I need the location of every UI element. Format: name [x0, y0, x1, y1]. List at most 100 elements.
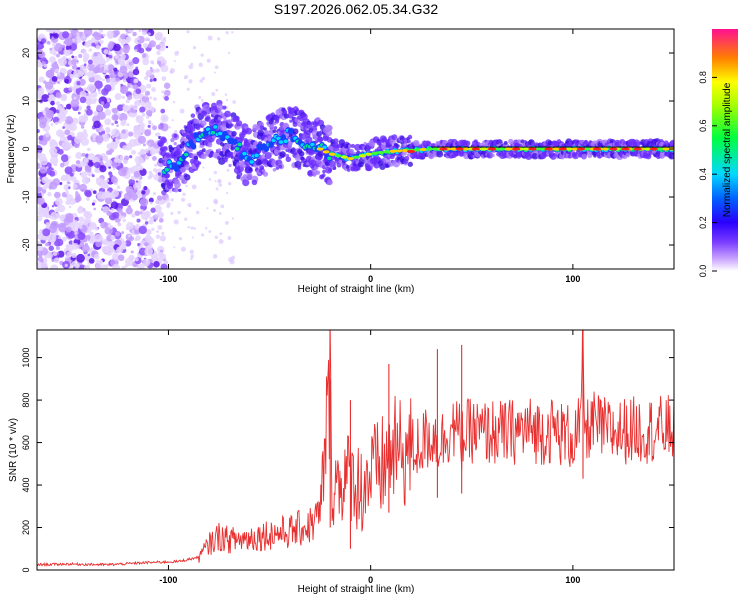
noise-speck: [38, 153, 47, 162]
noise-speck: [87, 161, 94, 167]
spectrogram-ytick-label: 0: [21, 146, 31, 151]
noise-speck: [136, 218, 141, 223]
ridge-core-blob: [231, 138, 238, 145]
noise-speck: [101, 88, 109, 96]
noise-speck: [149, 78, 153, 83]
noise-speck: [161, 38, 167, 44]
ridge-hot-blob: [395, 149, 403, 153]
noise-speck: [153, 77, 157, 82]
colorbar-tick-label: 0.4: [698, 168, 708, 181]
noise-speck: [213, 71, 217, 74]
noise-speck: [184, 74, 189, 79]
noise-speck: [137, 135, 147, 144]
ridge-envelope-blob: [223, 117, 227, 122]
ridge-core-blob: [278, 140, 284, 144]
noise-speck: [132, 31, 137, 37]
ridge-hot-blob: [462, 147, 470, 151]
noise-speck: [105, 78, 111, 83]
noise-speck: [187, 202, 192, 207]
noise-speck: [65, 103, 72, 110]
ridge-hot-blob: [328, 152, 336, 156]
ridge-envelope-blob: [224, 110, 231, 118]
noise-speck: [44, 81, 54, 90]
noise-speck: [155, 200, 160, 205]
ridge-hot-blob: [383, 150, 391, 154]
noise-speck: [174, 51, 179, 56]
noise-speck: [93, 207, 97, 211]
noise-speck: [38, 76, 45, 83]
noise-speck: [58, 57, 67, 67]
spectrogram-ytick-label: -20: [21, 238, 31, 251]
ridge-peak-blob: [439, 147, 448, 151]
noise-speck: [128, 131, 134, 137]
noise-speck: [108, 224, 114, 230]
noise-speck: [38, 254, 43, 258]
noise-speck: [60, 177, 64, 181]
ridge-envelope-blob: [306, 122, 313, 129]
noise-speck: [114, 62, 118, 66]
noise-speck: [62, 126, 65, 129]
noise-speck: [142, 143, 146, 147]
noise-speck: [108, 64, 115, 71]
noise-speck: [111, 78, 114, 82]
noise-speck: [152, 125, 157, 131]
noise-speck: [57, 236, 61, 240]
noise-speck: [143, 242, 149, 247]
noise-speck: [95, 64, 105, 73]
noise-speck: [83, 158, 89, 163]
noise-speck: [41, 176, 49, 184]
spectrogram-ytick-label: 10: [21, 96, 31, 106]
noise-speck: [115, 77, 121, 82]
noise-speck: [149, 201, 153, 205]
noise-speck: [137, 43, 142, 48]
noise-speck: [57, 148, 64, 155]
noise-speck: [116, 185, 121, 190]
ridge-envelope-blob: [517, 139, 522, 144]
noise-speck: [65, 49, 71, 55]
noise-speck: [75, 152, 83, 159]
noise-speck: [45, 132, 50, 138]
ridge-envelope-blob: [211, 134, 216, 140]
noise-speck: [54, 121, 59, 126]
noise-speck: [131, 175, 136, 180]
snr-xlabel: Height of straight line (km): [298, 584, 415, 595]
noise-speck: [127, 95, 133, 101]
noise-speck: [111, 122, 115, 126]
noise-speck: [95, 56, 105, 65]
ridge-hot-blob: [353, 155, 361, 159]
noise-speck: [142, 258, 151, 267]
noise-speck: [38, 206, 43, 212]
noise-speck: [128, 235, 135, 242]
noise-speck: [117, 57, 126, 66]
noise-speck: [121, 95, 126, 100]
noise-speck: [95, 74, 101, 80]
noise-speck: [193, 227, 196, 230]
snr-series: [37, 330, 674, 567]
noise-speck: [186, 87, 190, 91]
noise-speck: [40, 259, 44, 263]
noise-speck: [37, 162, 41, 170]
noise-speck: [85, 190, 92, 198]
noise-speck: [225, 191, 229, 195]
noise-speck: [104, 109, 112, 116]
noise-speck: [71, 117, 79, 125]
noise-speck: [63, 87, 70, 94]
ridge-hot-blob: [571, 147, 579, 151]
ridge-envelope-blob: [645, 153, 652, 160]
noise-speck: [145, 90, 151, 96]
noise-speck: [229, 259, 235, 265]
ridge-envelope-blob: [278, 164, 283, 169]
noise-speck: [201, 233, 205, 237]
noise-speck: [59, 162, 65, 168]
noise-speck: [139, 168, 147, 176]
noise-speck: [78, 53, 83, 59]
ridge-hot-blob: [583, 147, 591, 151]
noise-speck: [134, 155, 144, 165]
ridge-envelope-blob: [668, 152, 674, 160]
noise-speck: [48, 245, 54, 251]
ridge-envelope-blob: [285, 156, 292, 163]
ridge-envelope-blob: [581, 153, 588, 160]
noise-speck: [147, 175, 152, 180]
ridge-envelope-blob: [236, 120, 243, 127]
noise-speck: [37, 129, 40, 134]
